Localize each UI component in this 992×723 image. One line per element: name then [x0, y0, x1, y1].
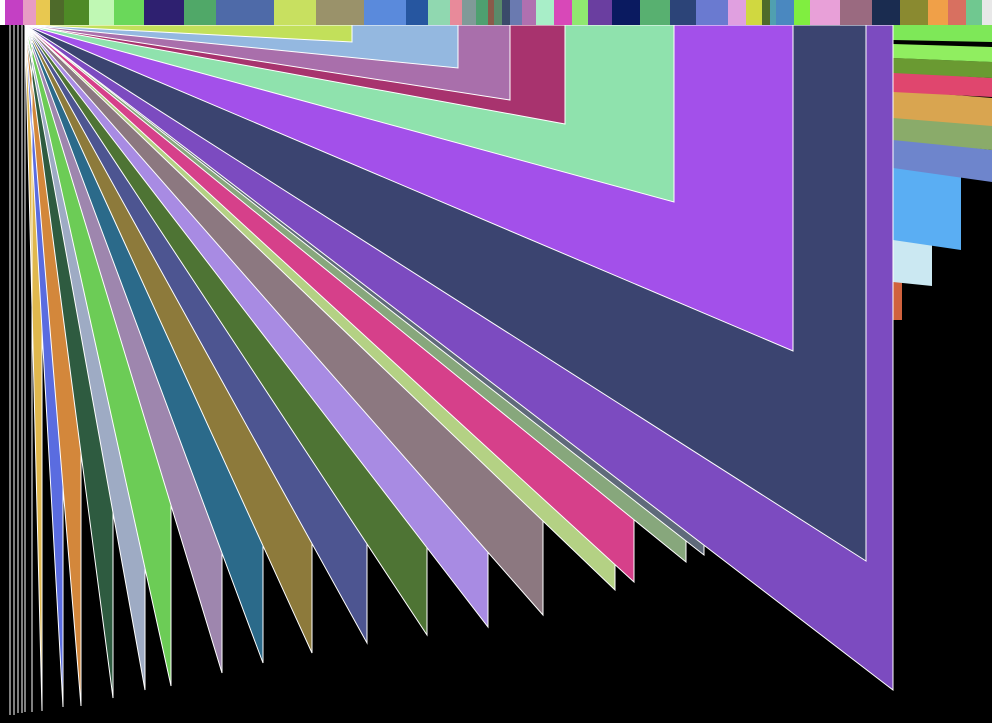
swatch	[50, 0, 64, 25]
swatch	[114, 0, 144, 25]
stripe	[893, 165, 961, 250]
swatch	[144, 0, 184, 25]
swatch	[462, 0, 476, 25]
swatch	[554, 0, 572, 25]
swatch	[89, 0, 114, 25]
swatch	[948, 0, 966, 25]
right-stripes	[893, 25, 992, 320]
swatch	[316, 0, 364, 25]
swatch	[982, 0, 992, 25]
swatch	[36, 0, 50, 25]
swatch	[588, 0, 612, 25]
swatch	[64, 0, 89, 25]
swatch	[840, 0, 872, 25]
swatch	[450, 0, 462, 25]
swatch	[670, 0, 696, 25]
swatch	[572, 0, 588, 25]
swatch	[0, 0, 5, 25]
fan	[23, 24, 894, 712]
stripe	[893, 58, 992, 78]
swatch	[364, 0, 406, 25]
swatch	[794, 0, 810, 25]
swatch	[488, 0, 494, 25]
stripe	[893, 44, 992, 62]
swatch	[762, 0, 770, 25]
swatch	[612, 0, 640, 25]
swatch	[696, 0, 728, 25]
stripe	[893, 90, 992, 126]
swatch	[428, 0, 450, 25]
swatch	[274, 0, 316, 25]
stripe	[893, 235, 932, 286]
swatch	[872, 0, 900, 25]
stripe	[893, 138, 992, 182]
swatch	[502, 0, 510, 25]
swatch	[476, 0, 488, 25]
swatch	[900, 0, 928, 25]
swatch	[728, 0, 746, 25]
stripe	[893, 25, 992, 42]
swatch	[928, 0, 948, 25]
swatch	[406, 0, 428, 25]
thin-lines	[9, 25, 33, 715]
swatch	[494, 0, 502, 25]
swatch	[5, 0, 23, 25]
top-strip	[0, 0, 992, 25]
swatch	[966, 0, 982, 25]
swatch	[810, 0, 840, 25]
swatch	[184, 0, 216, 25]
stripe	[893, 272, 902, 320]
swatch	[522, 0, 536, 25]
stripe	[893, 116, 992, 150]
stripe	[893, 72, 992, 97]
swatch	[23, 0, 36, 25]
swatch	[536, 0, 554, 25]
swatch	[510, 0, 522, 25]
swatch	[640, 0, 670, 25]
swatch	[770, 0, 776, 25]
swatch	[216, 0, 274, 25]
swatch	[776, 0, 794, 25]
swatch	[746, 0, 762, 25]
